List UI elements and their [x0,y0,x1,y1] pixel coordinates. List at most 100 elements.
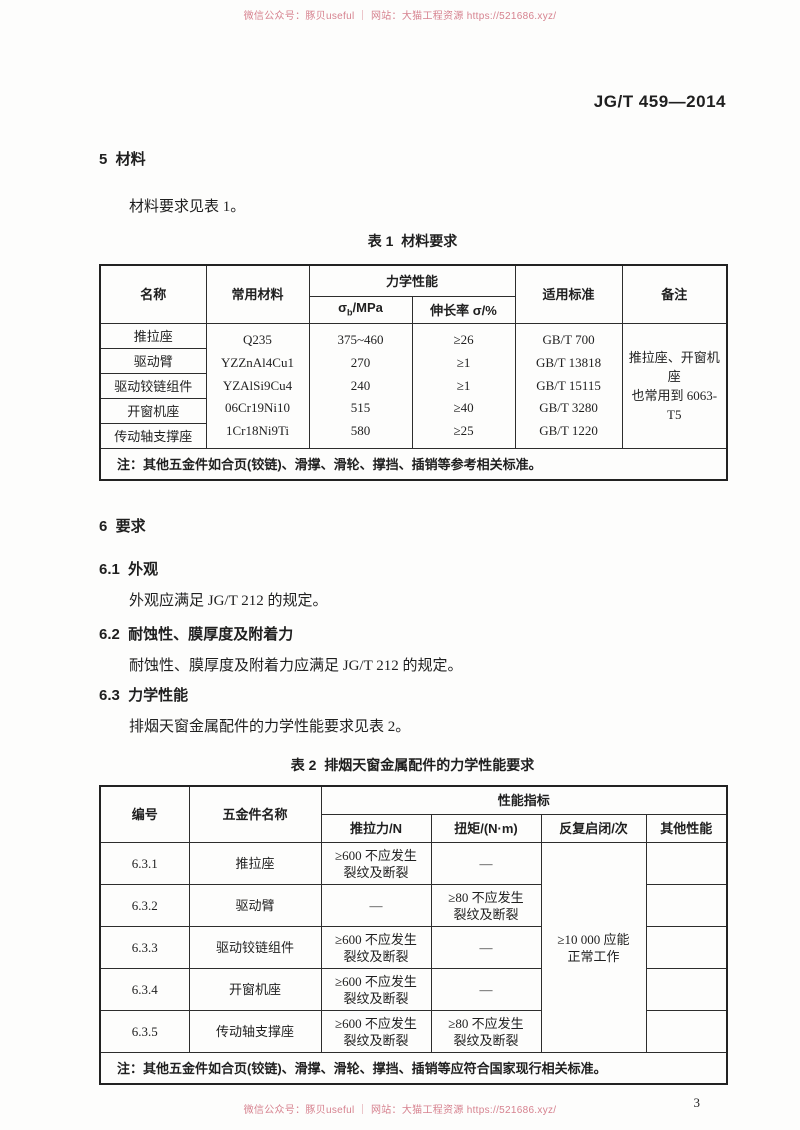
table-row: 6.3.3 驱动铰链组件 ≥600 不应发生 裂纹及断裂 — [99,926,728,969]
t2-header-torque: 扭矩/(N·m) [430,814,542,843]
table-row: 推拉座 Q235 YZZnAl4Cu1 YZAlSi9Cu4 06Cr19Ni1… [99,323,728,449]
t1-sigma-4: 580 [350,423,371,439]
t1-sigma-0: 375~460 [337,332,384,347]
t1-material-1: YZZnAl4Cu1 [221,354,294,370]
t2-id-1: 6.3.2 [99,884,190,927]
sigma-subscript: b [347,307,353,318]
t2-header-performance: 性能指标 [320,785,728,815]
t1-remark-cell: 推拉座、开窗机座 也常用到 6063-T5 [621,323,728,449]
t1-name-1: 驱动臂 [99,348,207,374]
t2-push-3: ≥600 不应发生 裂纹及断裂 [320,968,432,1011]
t1-standard-1: GB/T 13818 [535,354,602,370]
t2-name-2: 驱动铰链组件 [188,926,322,969]
t2-other-4 [645,1010,728,1053]
section-5-heading: 5 材料 [99,151,146,168]
t1-name-0: 推拉座 [99,323,207,349]
table-row: 传动轴支撑座 [99,423,727,449]
t2-torque-4: ≥80 不应发生 裂纹及断裂 [430,1010,542,1053]
t2-torque-1: ≥80 不应发生 裂纹及断裂 [430,884,542,927]
t2-torque-2: — [430,926,542,969]
t2-name-1: 驱动臂 [188,884,322,927]
section-5-paragraph: 材料要求见表 1。 [129,199,246,215]
t1-elongation-4: ≥25 [453,423,474,439]
t1-elongation-3: ≥40 [453,400,474,416]
section-6-1-heading: 6.1 外观 [99,561,159,578]
table-2-header-row-2: 推拉力/N 扭矩/(N·m) 反复启闭/次 其他性能 [100,814,728,843]
t1-name-4: 传动轴支撑座 [99,423,207,449]
t2-push-1: — [320,884,432,927]
t2-push-2: ≥600 不应发生 裂纹及断裂 [320,926,432,969]
table-1-note-row: 注：其他五金件如合页(铰链)、滑撑、滑轮、撑挡、插销等参考相关标准。 [99,448,728,481]
t1-note: 注：其他五金件如合页(铰链)、滑撑、滑轮、撑挡、插销等参考相关标准。 [99,448,728,481]
section-6-2-paragraph: 耐蚀性、膜厚度及附着力应满足 JG/T 212 的规定。 [129,658,463,674]
sigma-unit: /MPa [352,299,383,315]
t1-material-2: YZAlSi9Cu4 [222,377,293,393]
t2-id-0: 6.3.1 [99,842,190,885]
t1-name-3: 开窗机座 [99,398,207,424]
t1-header-elongation: 伸长率 σ/% [411,296,516,324]
table-2-caption: 表 2 排烟天窗金属配件的力学性能要求 [290,757,535,773]
t2-header-push: 推拉力/N [320,814,432,843]
sigma-symbol: σ [338,299,348,315]
table-row: 6.3.2 驱动臂 — ≥80 不应发生 裂纹及断裂 [99,884,728,927]
t2-name-3: 开窗机座 [188,968,322,1011]
t1-material-0: Q235 [243,332,272,347]
t2-name-4: 传动轴支撑座 [188,1010,322,1053]
t1-name-2: 驱动铰链组件 [99,373,207,399]
t1-elongation-2: ≥1 [456,377,471,393]
t2-name-0: 推拉座 [188,842,322,885]
table-row: 6.3.5 传动轴支撑座 ≥600 不应发生 裂纹及断裂 ≥80 不应发生 裂纹… [99,1010,728,1053]
page-number: 3 [693,1095,701,1110]
table-1-caption: 表 1 材料要求 [367,233,458,249]
t2-other-1 [645,884,728,927]
t2-id-4: 6.3.5 [99,1010,190,1053]
t1-sigma-cell: 375~460 270 240 515 580 [308,323,413,449]
t1-header-name: 名称 [99,264,207,324]
t2-id-3: 6.3.4 [99,968,190,1011]
section-6-2-heading: 6.2 耐蚀性、膜厚度及附着力 [99,626,294,643]
section-6-3-heading: 6.3 力学性能 [99,687,189,704]
t2-note: 注：其他五金件如合页(铰链)、滑撑、滑轮、撑挡、插销等应符合国家现行相关标准。 [99,1052,728,1085]
t1-standard-4: GB/T 1220 [539,423,598,439]
t2-header-cycles: 反复启闭/次 [540,814,647,843]
t1-standards-cell: GB/T 700 GB/T 13818 GB/T 15115 GB/T 3280… [514,323,623,449]
t1-standard-2: GB/T 15115 [536,377,601,393]
t2-cycles-cell: ≥10 000 应能 正常工作 [540,842,647,1053]
t1-header-standard: 适用标准 [514,264,623,324]
t2-id-2: 6.3.3 [99,926,190,969]
table-2-mechanical-performance: 编号 五金件名称 性能指标 推拉力/N 扭矩/(N·m) 反复启闭/次 其他性能… [99,785,729,1085]
t1-elongation-1: ≥1 [456,354,471,370]
table-row: 开窗机座 [99,398,727,424]
table-row: 6.3.4 开窗机座 ≥600 不应发生 裂纹及断裂 — [99,968,728,1011]
t2-header-name: 五金件名称 [188,785,322,843]
t2-torque-0: — [430,842,542,885]
t1-material-4: 1Cr18Ni9Ti [225,423,290,439]
t1-header-remark: 备注 [621,264,728,324]
t2-other-0 [645,842,728,885]
t2-other-2 [645,926,728,969]
t1-header-mechanical: 力学性能 [308,264,516,297]
t1-sigma-2: 240 [350,377,371,393]
t1-elongation-0: ≥26 [453,332,474,347]
table-row: 驱动铰链组件 [99,373,727,399]
table-2-note-row: 注：其他五金件如合页(铰链)、滑撑、滑轮、撑挡、插销等应符合国家现行相关标准。 [99,1052,728,1085]
t2-header-other: 其他性能 [645,814,728,843]
section-6-1-paragraph: 外观应满足 JG/T 212 的规定。 [129,593,328,609]
t1-header-material: 常用材料 [205,264,310,324]
t2-push-4: ≥600 不应发生 裂纹及断裂 [320,1010,432,1053]
t1-standard-3: GB/T 3280 [539,400,598,416]
t2-push-0: ≥600 不应发生 裂纹及断裂 [320,842,432,885]
t1-materials-cell: Q235 YZZnAl4Cu1 YZAlSi9Cu4 06Cr19Ni10 1C… [205,323,310,449]
t1-material-3: 06Cr19Ni10 [225,400,290,416]
watermark-bottom: 微信公众号：豚贝useful ｜ 网站：大猫工程资源 https://52168… [243,1105,557,1116]
t1-sigma-1: 270 [350,354,371,370]
table-1-header-row-2: σb/MPa 伸长率 σ/% [100,296,727,324]
t1-standard-0: GB/T 700 [542,332,595,347]
doc-number: JG/T 459—2014 [593,92,726,111]
table-1-material-requirements: 名称 常用材料 力学性能 适用标准 备注 σb/MPa 伸长率 σ/% 推拉座 … [99,264,729,481]
t1-header-sigma: σb/MPa [308,296,413,324]
t2-header-id: 编号 [99,785,190,843]
t1-sigma-3: 515 [350,400,371,416]
table-row: 6.3.1 推拉座 ≥600 不应发生 裂纹及断裂 — ≥10 000 应能 正… [99,842,728,1053]
